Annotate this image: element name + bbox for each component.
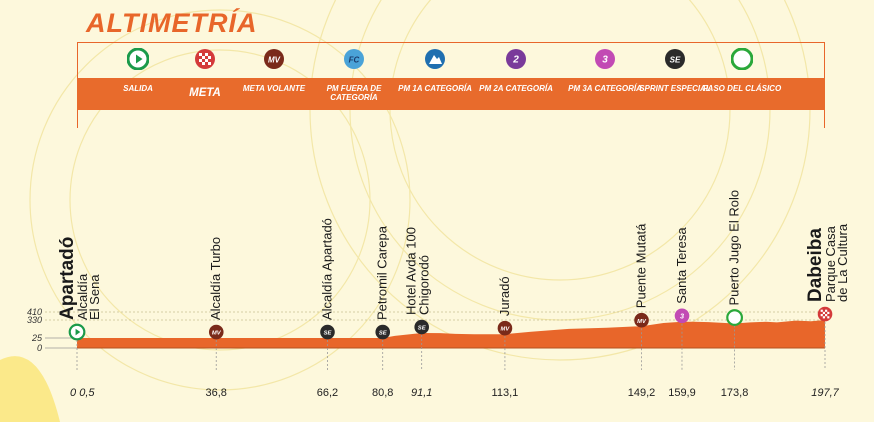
point-marker-pm3-icon: 3 xyxy=(674,308,690,324)
point-sublabel: de La Cultura xyxy=(835,223,850,302)
x-tick-label: 159,9 xyxy=(668,387,696,399)
svg-text:2: 2 xyxy=(512,55,519,66)
legend-label-pm3: PM 3A CATEGORÍA xyxy=(568,84,642,93)
point-town-label: Apartadó xyxy=(57,237,78,320)
legend-label-mv: META VOLANTE xyxy=(242,84,306,93)
point-label: Puente Mutatá xyxy=(633,223,648,308)
fc-icon: FC xyxy=(343,48,365,70)
svg-text:SE: SE xyxy=(324,331,333,337)
point-marker-mv-icon: MV xyxy=(497,320,513,336)
legend-item-pm2: 2 xyxy=(474,48,558,70)
x-tick-label: 173,8 xyxy=(721,387,749,399)
point-marker-se-icon: SE xyxy=(320,324,335,340)
point-label: Alcaldía Apartadó xyxy=(319,218,334,320)
elevation-area xyxy=(77,320,825,348)
legend-item-pm1 xyxy=(393,48,477,70)
svg-text:MV: MV xyxy=(268,56,281,65)
point-sublabel: Chigorodó xyxy=(417,255,432,315)
svg-text:MV: MV xyxy=(501,327,511,333)
x-tick-label: 80,8 xyxy=(372,387,393,399)
x-tick-label: 197,7 xyxy=(811,387,839,399)
svg-text:3: 3 xyxy=(602,55,608,66)
legend-item-pm3: 3 xyxy=(563,48,647,70)
legend-label-paso: PASO DEL CLÁSICO xyxy=(702,84,782,93)
point-label: Puerto Jugo El Rolo xyxy=(727,190,742,306)
point-marker-mv-icon: MV xyxy=(634,312,649,328)
legend-label-se: SPRINT ESPECIAL xyxy=(639,84,711,93)
legend-item-paso xyxy=(700,47,784,71)
point-label: Juradó xyxy=(497,276,512,316)
point-label: Petromil Carepa xyxy=(375,225,390,320)
point-marker-mv-icon: MV xyxy=(208,324,224,340)
x-tick-label: 0,5 xyxy=(79,387,95,399)
point-label: Hotel Avda 100 xyxy=(404,227,419,315)
point-marker-se-icon: SE xyxy=(414,319,430,335)
point-sublabel: Parque Casa xyxy=(823,225,838,302)
point-marker-meta-icon xyxy=(817,306,833,322)
point-marker-salida-icon xyxy=(68,323,86,341)
x-tick-label: 91,1 xyxy=(411,387,432,399)
legend-label-fc: PM FUERA DE CATEGORÍA xyxy=(326,84,382,102)
mv-icon: MV xyxy=(263,48,285,70)
svg-text:SE: SE xyxy=(670,56,681,65)
svg-text:SE: SE xyxy=(418,326,427,332)
legend-label-pm1: PM 1A CATEGORÍA xyxy=(398,84,472,93)
ring-icon xyxy=(730,47,754,71)
legend-item-salida xyxy=(96,47,180,71)
point-sublabel: El Sena xyxy=(87,274,102,320)
legend-item-meta xyxy=(163,48,247,70)
y-tick-label: 330 xyxy=(27,315,42,325)
x-tick-label: 149,2 xyxy=(628,387,656,399)
svg-text:MV: MV xyxy=(212,331,222,337)
legend-label-meta: META xyxy=(189,87,221,99)
page-title: ALTIMETRÍA xyxy=(86,8,258,38)
legend-item-se: SE xyxy=(633,48,717,70)
se-icon: SE xyxy=(664,48,686,70)
start-play-icon xyxy=(126,47,150,71)
x-tick-label: 36,8 xyxy=(206,387,227,399)
point-town-label: Dabeiba xyxy=(805,228,826,302)
svg-text:FC: FC xyxy=(349,56,360,65)
svg-text:SE: SE xyxy=(379,331,388,337)
y-tick-label: 410 xyxy=(27,307,42,317)
svg-text:MV: MV xyxy=(637,319,647,325)
x-tick-label: 0 xyxy=(70,387,77,399)
x-tick-label: 66,2 xyxy=(317,387,338,399)
point-label: Alcaldía Turbo xyxy=(208,237,223,320)
point-sublabel: Alcaldía xyxy=(75,273,90,320)
point-marker-se-icon: SE xyxy=(375,324,391,340)
mountain-2-icon: 2 xyxy=(505,48,527,70)
y-tick-label: 25 xyxy=(31,333,43,343)
mountain-3-icon: 3 xyxy=(594,48,616,70)
y-tick-label: 0 xyxy=(37,343,42,353)
point-marker-paso-icon xyxy=(726,309,743,326)
legend-item-mv: MV xyxy=(232,48,316,70)
x-tick-label: 113,1 xyxy=(492,387,519,399)
svg-text:3: 3 xyxy=(680,311,684,320)
checkered-flag-icon xyxy=(194,48,216,70)
legend-label-salida: SALIDA xyxy=(123,84,153,93)
legend-label-pm2: PM 2A CATEGORÍA xyxy=(479,84,553,93)
point-label: Santa Teresa xyxy=(674,227,689,304)
legend-item-fc: FC xyxy=(312,48,396,70)
mountain-1-icon xyxy=(424,48,446,70)
legend-band xyxy=(77,78,825,110)
